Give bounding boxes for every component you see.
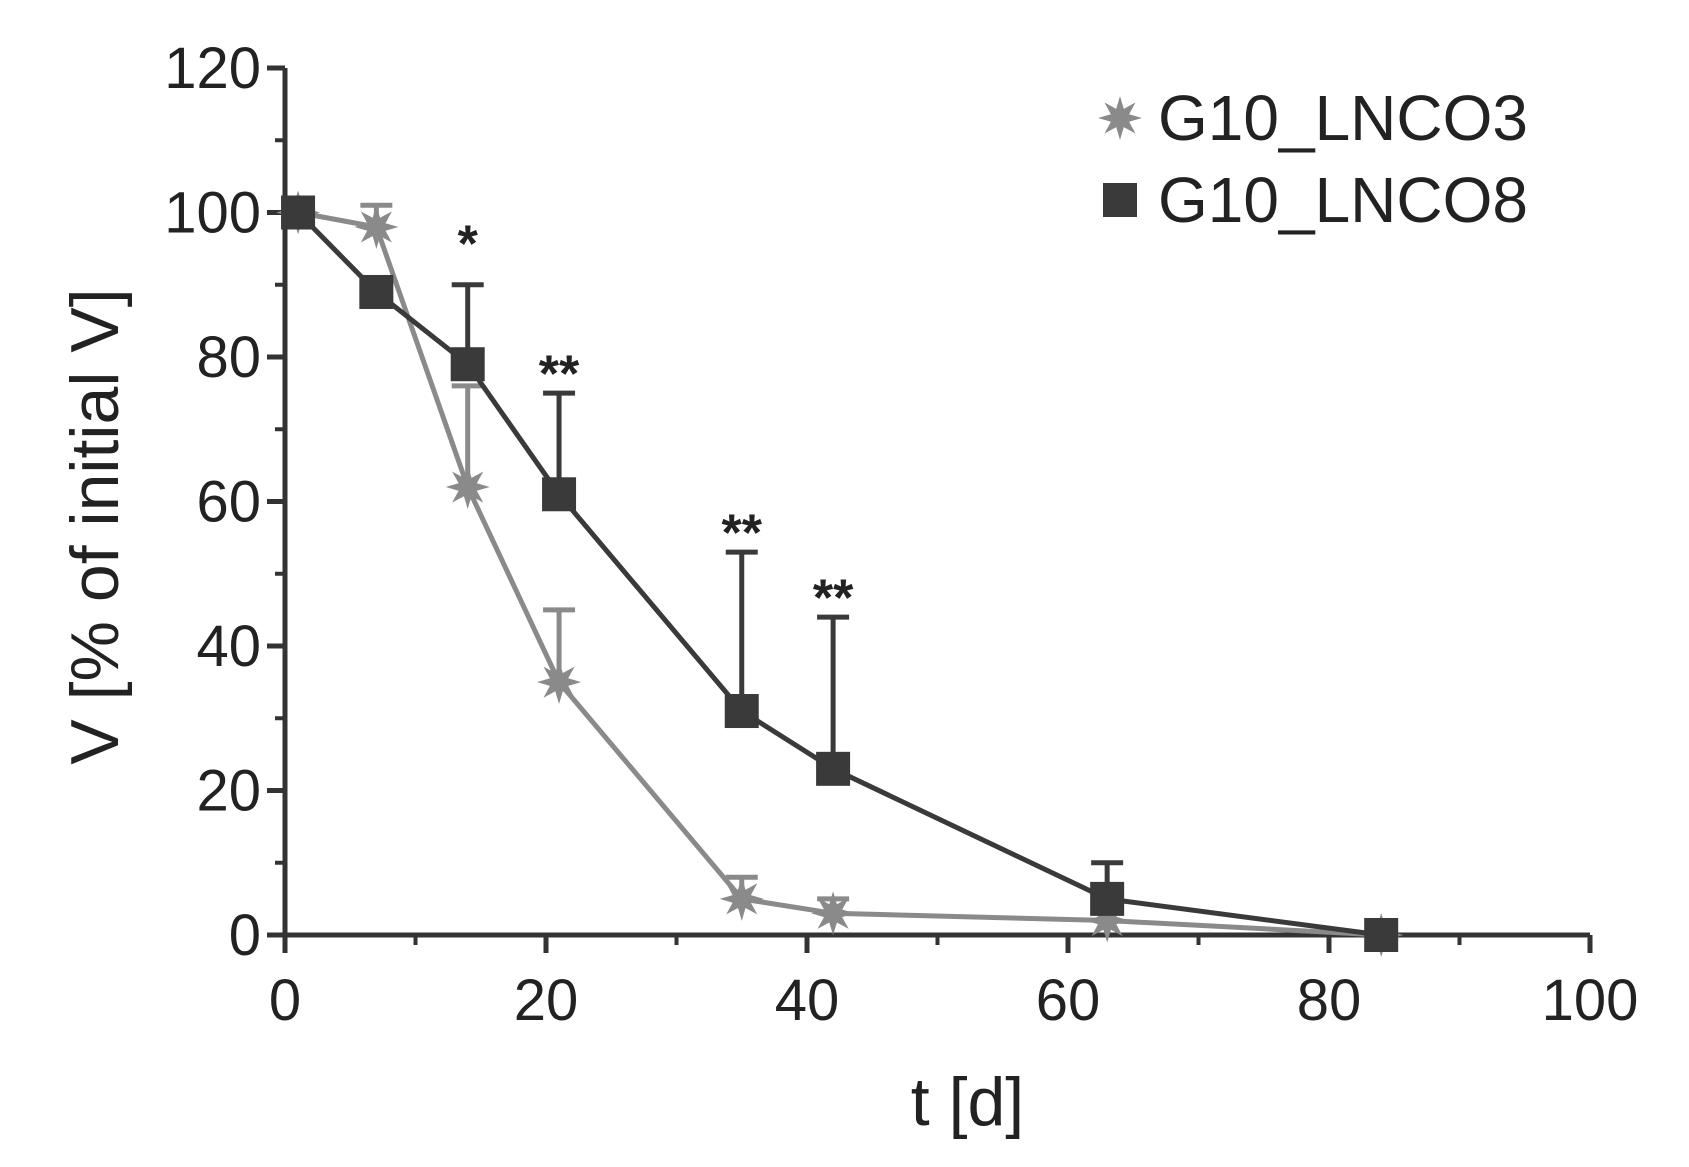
significance-label: ** bbox=[813, 569, 854, 627]
data-point bbox=[359, 274, 394, 309]
y-tick-label-80: 80 bbox=[196, 325, 261, 390]
y-tick-label-120: 120 bbox=[164, 36, 261, 101]
y-tick-label-20: 20 bbox=[196, 759, 261, 824]
legend-marker bbox=[1098, 96, 1142, 140]
plot-area: ******* bbox=[276, 190, 1404, 957]
y-tick-label-100: 100 bbox=[164, 181, 261, 246]
legend-item-1: G10_LNCO8 bbox=[1103, 164, 1528, 236]
legend-label: G10_LNCO3 bbox=[1158, 82, 1528, 154]
legend: G10_LNCO3 G10_LNCO8 bbox=[1098, 82, 1528, 236]
data-point bbox=[542, 477, 577, 512]
y-tick-label-40: 40 bbox=[196, 614, 261, 679]
y-axis-title: V [% of initial V] bbox=[57, 288, 133, 764]
x-axis-title: t [d] bbox=[911, 1064, 1024, 1140]
x-tick-label-60: 60 bbox=[1036, 968, 1101, 1033]
data-point bbox=[354, 205, 399, 249]
significance-label: ** bbox=[539, 345, 580, 403]
data-point bbox=[816, 751, 851, 786]
x-tick-label-0: 0 bbox=[269, 968, 301, 1033]
x-tick-label-80: 80 bbox=[1297, 968, 1362, 1033]
x-tick-label-100: 100 bbox=[1542, 968, 1639, 1033]
data-point bbox=[811, 891, 856, 936]
y-tick-label-60: 60 bbox=[196, 470, 261, 535]
x-tick-label-40: 40 bbox=[775, 968, 840, 1033]
data-point bbox=[1090, 881, 1125, 916]
data-point bbox=[719, 876, 764, 921]
series-1 bbox=[281, 195, 1399, 952]
significance-label: ** bbox=[722, 504, 763, 562]
legend-label: G10_LNCO8 bbox=[1158, 164, 1528, 236]
data-point bbox=[537, 660, 581, 705]
data-point bbox=[450, 347, 485, 382]
significance-label: * bbox=[458, 215, 479, 273]
legend-marker bbox=[1103, 183, 1137, 217]
y-tick-label-0: 0 bbox=[229, 903, 261, 968]
data-point bbox=[724, 694, 759, 729]
legend-item-0: G10_LNCO3 bbox=[1098, 82, 1528, 154]
x-tick-label-20: 20 bbox=[514, 968, 579, 1033]
data-point bbox=[281, 195, 316, 230]
data-point bbox=[1364, 918, 1399, 952]
series-line-0 bbox=[297, 210, 1382, 938]
data-point bbox=[445, 465, 490, 509]
